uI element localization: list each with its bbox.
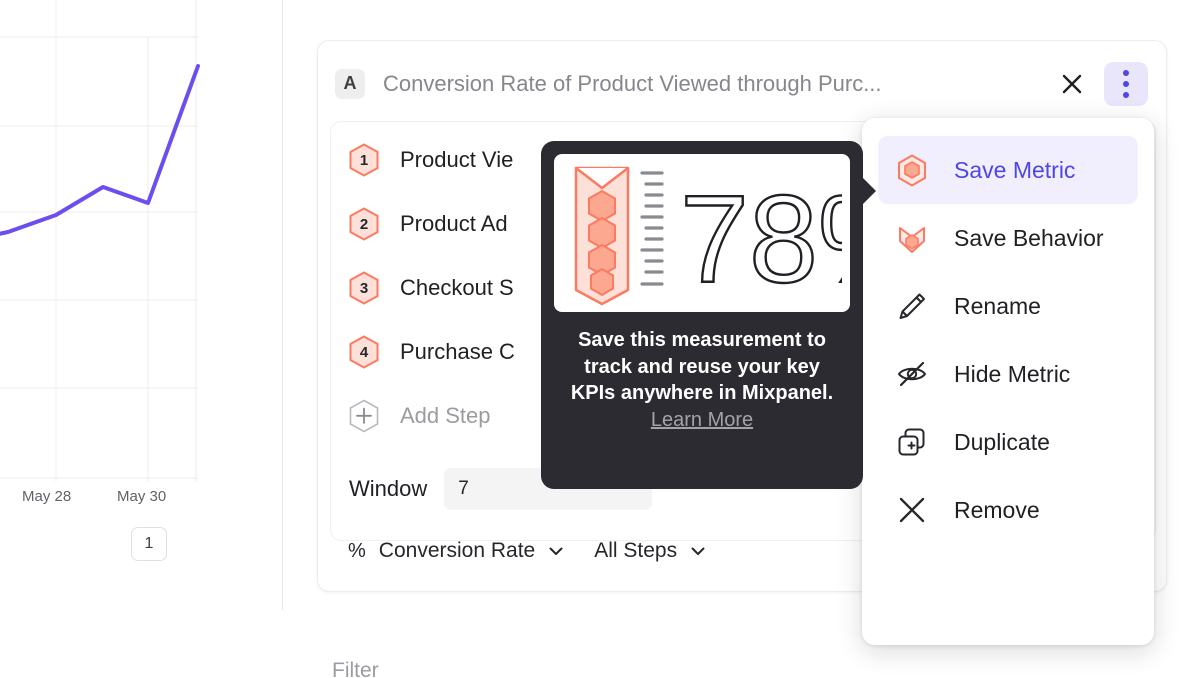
x-axis-tick-label: May 28 [22,488,72,505]
menu-item-rename[interactable]: Rename [878,272,1138,340]
panel-divider [282,0,283,610]
tooltip-illustration: 78% [554,154,850,312]
hexagon-metric-icon [895,153,929,187]
close-icon [895,493,929,527]
metric-footer-controls: % Conversion Rate All Steps [348,539,708,563]
menu-item-save-behavior[interactable]: Save Behavior [878,204,1138,272]
menu-item-label: Save Metric [954,156,1076,183]
menu-item-save-metric[interactable]: Save Metric [878,136,1138,204]
save-metric-tooltip: 78% Save this measurement to track and r… [541,141,876,489]
eye-off-icon [895,357,929,391]
step-scope-dropdown[interactable]: All Steps [594,539,708,563]
line-chart[interactable] [0,0,283,490]
pencil-icon [895,289,929,323]
menu-item-label: Remove [954,496,1040,523]
step-number-hexagon-icon: 4 [349,335,379,369]
step-scope-label: All Steps [594,539,678,562]
funnel-step-row[interactable]: 2 Product Ad [349,204,508,244]
add-step-button[interactable]: Add Step [349,396,491,436]
step-number-hexagon-icon: 1 [349,143,379,177]
step-number-hexagon-icon: 2 [349,207,379,241]
close-button[interactable] [1050,62,1094,106]
tooltip-learn-more-link[interactable]: Learn More [650,408,754,431]
tooltip-body-text: Save this measurement to track and reuse… [570,329,834,405]
menu-item-hide-metric[interactable]: Hide Metric [878,340,1138,408]
step-label: Checkout S [400,275,514,300]
chevron-down-icon [546,541,566,561]
funnel-step-row[interactable]: 4 Purchase C [349,332,515,372]
copy-plus-icon [895,425,929,459]
window-label: Window [349,476,428,501]
measurement-illustration-icon: 78% [574,166,842,308]
chart-x-axis: May 28 May 30 [0,488,283,514]
more-options-button[interactable] [1104,61,1148,106]
metric-context-menu: Save Metric Save Behavior Rename [862,118,1154,645]
funnel-step-row[interactable]: 1 Product Vie [349,140,513,180]
close-icon [1062,74,1082,93]
filter-label[interactable]: Filter [332,659,379,678]
menu-item-label: Save Behavior [954,224,1104,251]
menu-item-duplicate[interactable]: Duplicate [878,408,1138,476]
menu-item-label: Hide Metric [954,360,1071,387]
menu-item-label: Duplicate [954,428,1050,455]
menu-item-remove[interactable]: Remove [878,476,1138,544]
step-number: 1 [359,151,369,169]
step-number-hexagon-icon: 3 [349,271,379,305]
tooltip-arrow-icon [862,177,876,205]
chart-series-badge[interactable]: 1 [131,527,167,561]
metric-type-dropdown[interactable]: Conversion Rate [379,539,566,563]
svg-text:78%: 78% [680,171,842,308]
shield-behavior-icon [895,221,929,255]
metric-letter-badge: A [335,68,365,99]
x-axis-tick-label: May 30 [117,488,167,505]
funnel-step-row[interactable]: 3 Checkout S [349,268,514,308]
chevron-down-icon [688,541,708,561]
step-label: Product Ad [400,211,508,236]
add-step-label: Add Step [400,403,491,428]
add-step-hexagon-plus-icon [349,399,379,433]
step-label: Purchase C [400,339,515,364]
menu-item-label: Rename [954,292,1041,319]
step-number: 2 [359,215,369,233]
step-number: 3 [359,279,369,297]
metric-card-header: A Conversion Rate of Product Viewed thro… [318,41,1166,126]
step-number: 4 [359,343,369,361]
more-vertical-icon [1123,67,1129,100]
percent-icon: % [348,539,366,562]
step-label: Product Vie [400,147,514,172]
metric-title[interactable]: Conversion Rate of Product Viewed throug… [383,70,882,96]
metric-type-label: Conversion Rate [378,539,536,562]
chart-panel: May 28 May 30 1 [0,0,283,610]
